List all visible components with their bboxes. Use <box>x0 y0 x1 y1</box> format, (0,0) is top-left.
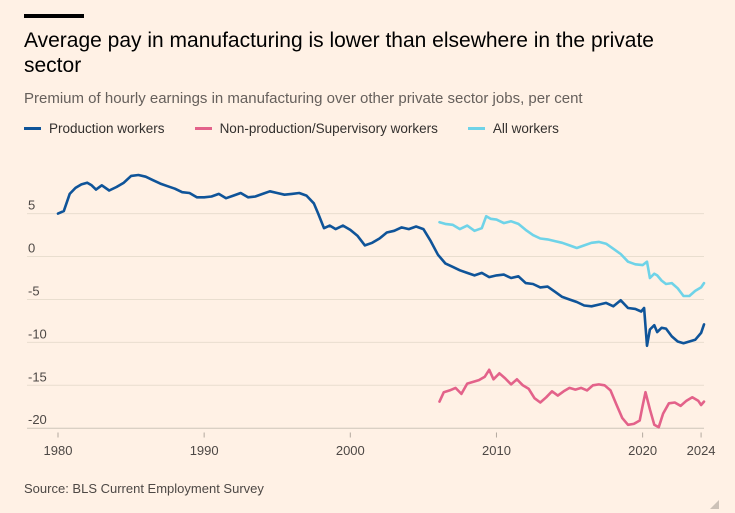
chart-subtitle: Premium of hourly earnings in manufactur… <box>24 90 583 107</box>
x-axis: 1980 1990 2000 2010 2020 2024 <box>44 432 716 458</box>
series-line-production-workers <box>56 173 706 348</box>
legend-item-production: Production workers <box>24 121 165 136</box>
x-tick-label: 1990 <box>190 443 219 458</box>
x-tick-label: 2000 <box>336 443 365 458</box>
legend-swatch-production <box>24 127 41 130</box>
y-tick-label: -10 <box>28 326 47 341</box>
y-tick-label: -15 <box>28 369 47 384</box>
legend: Production workers Non-production/Superv… <box>24 121 559 136</box>
legend-item-non-production: Non-production/Supervisory workers <box>194 121 438 136</box>
legend-item-all-workers: All workers <box>467 121 559 136</box>
chart-title: Average pay in manufacturing is lower th… <box>24 29 654 77</box>
x-tick-label: 2020 <box>628 443 657 458</box>
y-tick-label: 5 <box>28 198 35 213</box>
series-line-all-workers <box>438 214 706 298</box>
x-tick-label: 2010 <box>482 443 511 458</box>
legend-label-non-production: Non-production/Supervisory workers <box>219 121 438 136</box>
series-line-non-production-supervisory-workers <box>438 368 706 429</box>
x-tick-label: 1980 <box>44 443 73 458</box>
y-tick-label: 0 <box>28 241 35 256</box>
legend-swatch-non-production <box>194 127 212 130</box>
y-tick-label: -5 <box>28 283 40 298</box>
source-note: Source: BLS Current Employment Survey <box>24 481 264 496</box>
legend-label-production: Production workers <box>49 121 165 136</box>
y-tick-label: -20 <box>28 412 47 427</box>
y-axis: 5 0 -5 -10 -15 -20 <box>28 198 47 428</box>
legend-swatch-all-workers <box>467 127 485 130</box>
resize-corner-icon <box>710 500 719 509</box>
x-tick-label: 2024 <box>687 443 716 458</box>
legend-label-all-workers: All workers <box>492 121 559 136</box>
header-accent-bar <box>24 14 84 18</box>
series-lines <box>56 173 706 429</box>
